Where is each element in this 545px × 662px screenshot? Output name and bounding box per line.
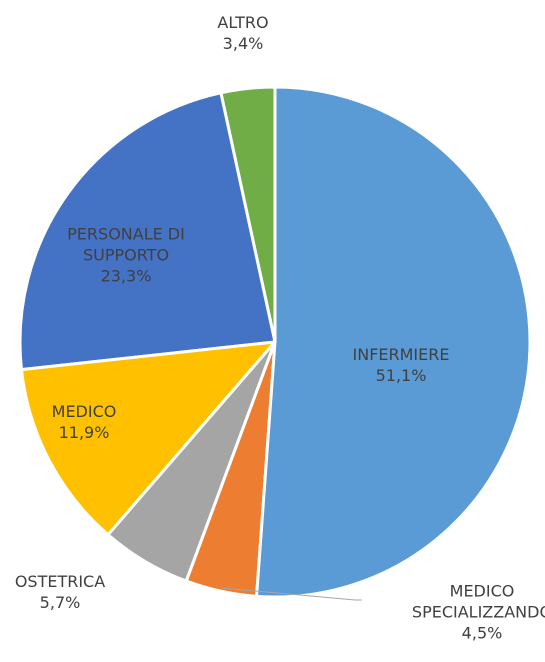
value-label: 23,3% (100, 266, 152, 286)
category-label: ALTRO (217, 13, 269, 32)
value-label: 4,5% (461, 623, 503, 643)
value-label: 5,7% (39, 593, 81, 612)
value-label: 51,1% (375, 366, 427, 385)
slice-label: INFERMIERE 51,1% (321, 344, 481, 386)
slice-label: PERSONALE DI SUPPORTO 23,3% (61, 224, 191, 287)
pie-slice (254, 85, 532, 599)
value-label: 3,4% (222, 34, 264, 53)
category-label: PERSONALE DI SUPPORTO (67, 224, 185, 265)
slice-label: ALTRO 3,4% (203, 12, 283, 54)
category-label: OSTETRICA (14, 572, 106, 591)
category-label: MEDICO (51, 402, 117, 421)
leader-line (221, 587, 362, 601)
category-label: MEDICO SPECIALIZZANDO (411, 581, 545, 622)
pie-slice (18, 91, 277, 372)
slice-label: MEDICO SPECIALIZZANDO 4,5% (407, 581, 545, 644)
slice-label: OSTETRICA 5,7% (0, 571, 120, 613)
value-label: 11,9% (58, 423, 110, 442)
category-label: INFERMIERE (352, 345, 450, 364)
pie-slice (19, 340, 279, 537)
slice-label: MEDICO 11,9% (24, 401, 144, 443)
